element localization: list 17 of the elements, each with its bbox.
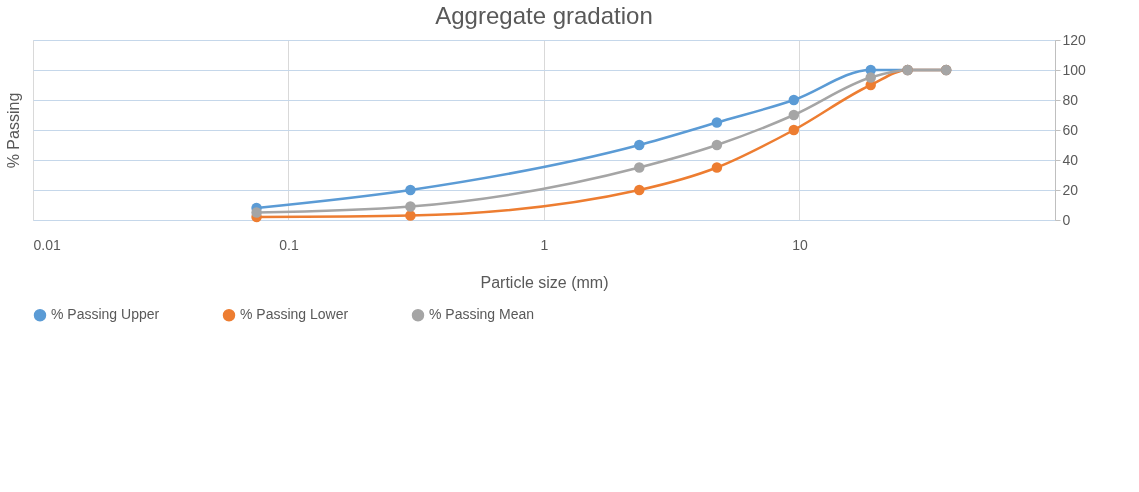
legend-label: % Passing Lower: [240, 306, 349, 323]
x-tick-label: 0.1: [279, 236, 299, 253]
y-tick-label: 40: [1062, 151, 1079, 168]
legend-label: % Passing Mean: [429, 306, 535, 323]
y-tick-label: 100: [1062, 61, 1087, 78]
legend-label: % Passing Upper: [51, 306, 160, 323]
chart-title: Aggregate gradation: [435, 2, 653, 29]
x-tick-label: 10: [792, 236, 808, 253]
x-tick-label: 0.01: [33, 236, 61, 253]
x-axis-title: Particle size (mm): [480, 273, 609, 291]
y-tick-label: 120: [1062, 31, 1087, 48]
y-axis-title: % Passing: [4, 92, 22, 169]
x-tick-label: 1: [540, 236, 549, 253]
y-tick-label: 60: [1062, 121, 1079, 138]
y-tick-label: 0: [1062, 211, 1071, 228]
y-tick-label: 20: [1062, 181, 1079, 198]
y-tick-label: 80: [1062, 91, 1079, 108]
